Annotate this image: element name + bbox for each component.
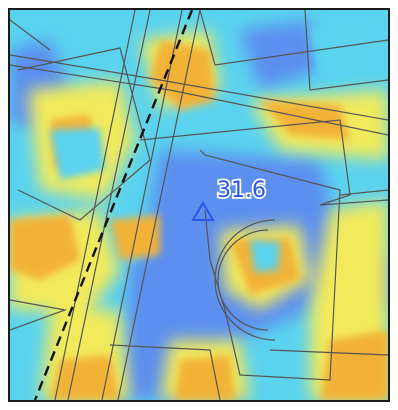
road-line-3 xyxy=(101,10,183,400)
building-outline-southwest xyxy=(10,299,68,331)
courtyard-ring-inner xyxy=(217,229,269,331)
building-outline-center xyxy=(139,119,388,206)
road-line-1 xyxy=(54,10,136,400)
road-line-2 xyxy=(67,10,151,400)
triangle-marker-icon[interactable] xyxy=(191,201,215,221)
road-line-4 xyxy=(117,10,201,400)
road-edge-northwest xyxy=(10,19,51,51)
road-edge-east xyxy=(339,189,388,196)
building-outline-west xyxy=(17,47,151,221)
building-outline-northeast xyxy=(304,10,388,91)
building-outline-south xyxy=(109,344,221,400)
building-outline-courtyard xyxy=(199,149,341,381)
road-line-cross-1 xyxy=(10,54,388,121)
rail-dashed-line xyxy=(33,10,194,400)
road-line-cross-2 xyxy=(10,64,388,136)
heatmap-map[interactable]: 31.6 xyxy=(10,10,388,400)
building-outline-north xyxy=(199,10,388,66)
heatmap-frame: 31.6 xyxy=(8,8,390,402)
hot-zones xyxy=(10,40,388,400)
courtyard-ring xyxy=(214,219,276,341)
building-outlines xyxy=(10,10,388,400)
road-edge-south xyxy=(269,349,388,356)
cyan-cores xyxy=(50,25,370,272)
measurement-label: 31.6 xyxy=(217,178,266,203)
